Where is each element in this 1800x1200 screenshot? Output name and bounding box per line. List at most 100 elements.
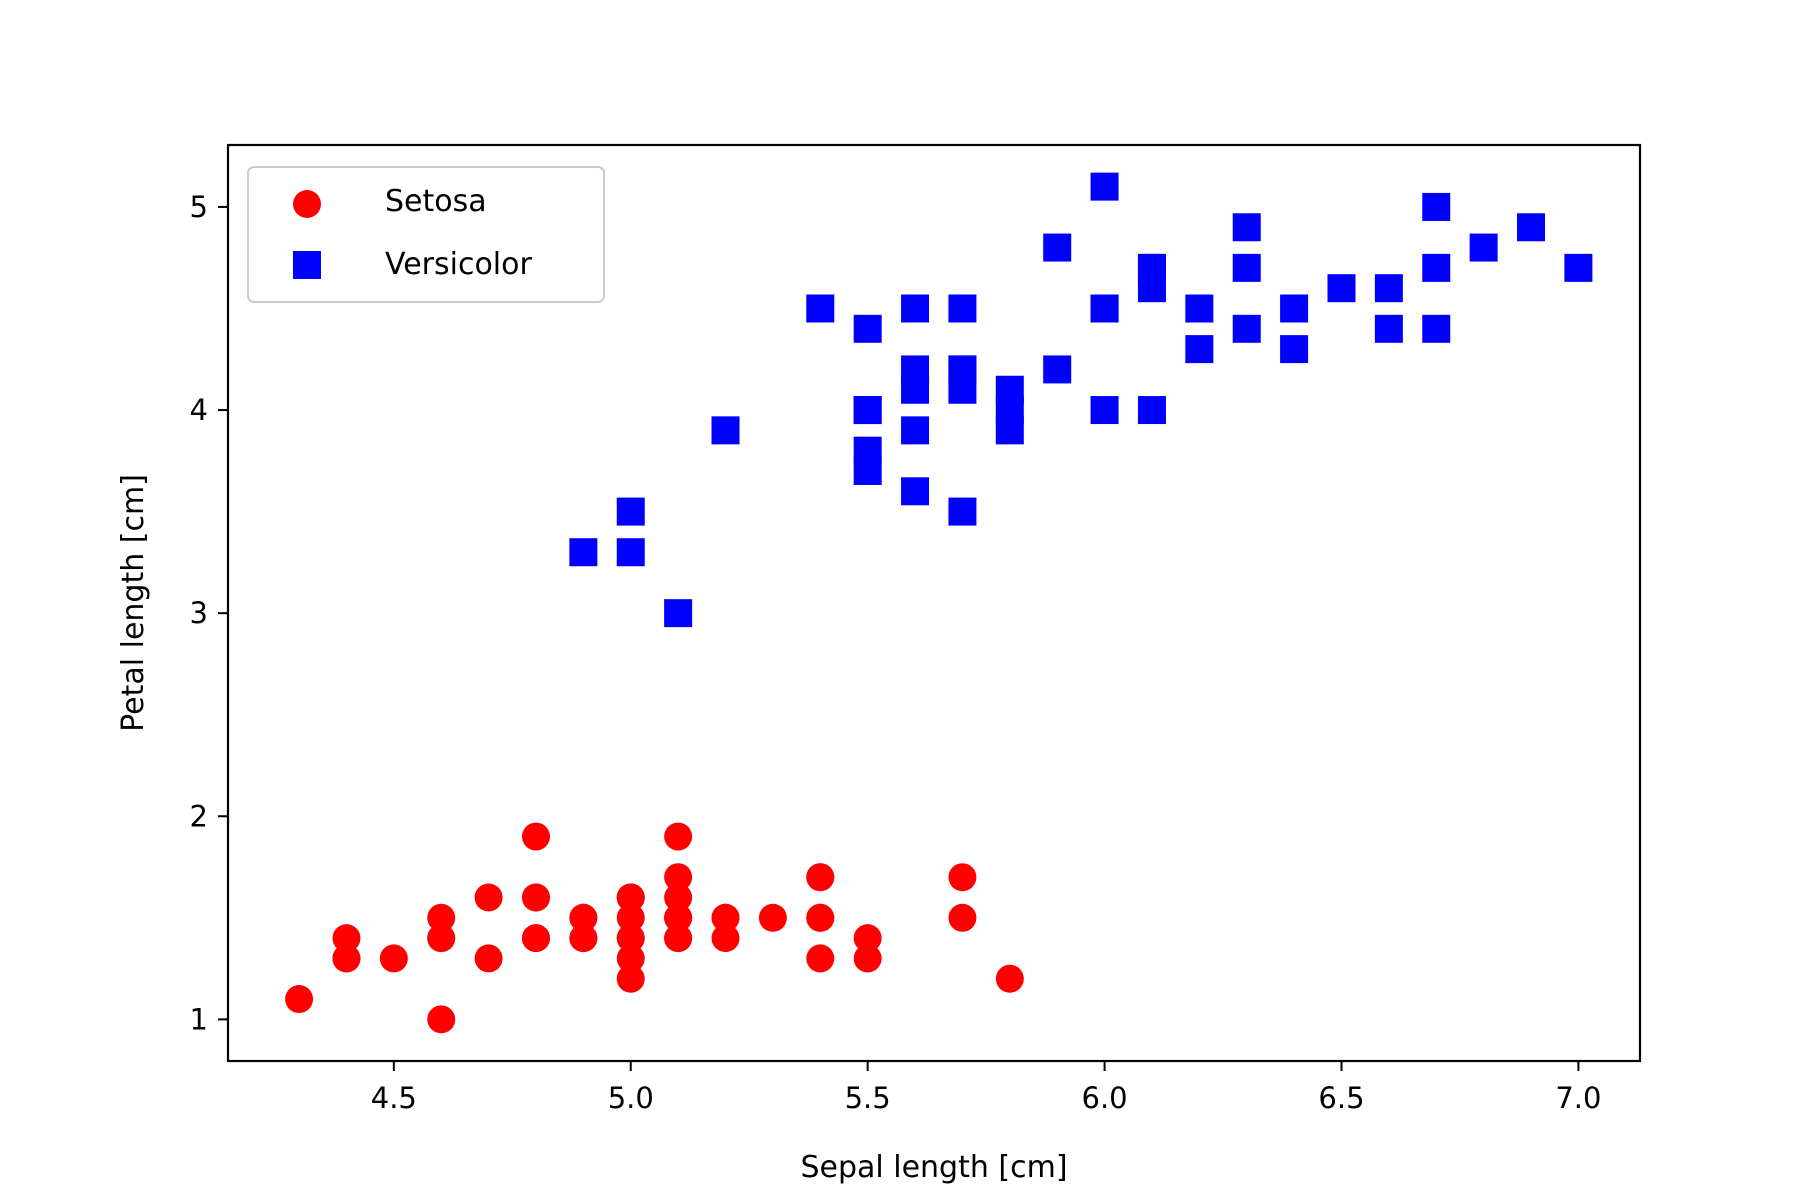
point-setosa-20 bbox=[806, 863, 835, 892]
point-setosa-22 bbox=[427, 1005, 456, 1034]
point-setosa-49 bbox=[616, 924, 645, 953]
point-versicolor-41 bbox=[1137, 274, 1166, 303]
point-versicolor-21 bbox=[1137, 396, 1166, 425]
point-versicolor-49 bbox=[948, 375, 977, 404]
point-setosa-30 bbox=[521, 883, 550, 912]
legend-frame bbox=[247, 166, 605, 303]
point-setosa-42 bbox=[332, 944, 361, 973]
point-setosa-28 bbox=[711, 924, 740, 953]
point-versicolor-11 bbox=[1043, 355, 1072, 384]
point-setosa-7 bbox=[616, 903, 645, 932]
point-versicolor-5 bbox=[948, 294, 977, 323]
point-versicolor-40 bbox=[853, 314, 882, 343]
point-setosa-18 bbox=[948, 863, 977, 892]
point-setosa-32 bbox=[711, 903, 740, 932]
point-versicolor-20 bbox=[1043, 233, 1072, 262]
point-setosa-14 bbox=[995, 964, 1024, 993]
point-setosa-47 bbox=[427, 924, 456, 953]
x-axis-ticks: 4.5 5.0 5.5 6.0 6.5 7.0 bbox=[371, 1061, 1601, 1115]
point-setosa-34 bbox=[569, 903, 598, 932]
point-versicolor-36 bbox=[1422, 253, 1451, 282]
point-versicolor-39 bbox=[853, 396, 882, 425]
point-setosa-33 bbox=[853, 924, 882, 953]
point-versicolor-1 bbox=[1280, 294, 1309, 323]
y-tick-label: 5 bbox=[190, 190, 208, 224]
point-setosa-36 bbox=[853, 944, 882, 973]
point-versicolor-43 bbox=[616, 538, 645, 567]
point-setosa-23 bbox=[664, 863, 693, 892]
x-tick-label: 7.0 bbox=[1555, 1081, 1601, 1115]
point-setosa-37 bbox=[569, 924, 598, 953]
legend: Setosa Versicolor bbox=[247, 166, 605, 303]
legend-marker-setosa bbox=[293, 190, 321, 218]
point-versicolor-26 bbox=[1469, 233, 1498, 262]
point-versicolor-18 bbox=[1185, 294, 1214, 323]
axes-frame bbox=[226, 143, 1642, 1063]
x-axis-label: Sepal length [cm] bbox=[800, 1150, 1067, 1185]
markers-layer bbox=[285, 172, 1593, 1034]
point-setosa-16 bbox=[806, 944, 835, 973]
point-versicolor-16 bbox=[901, 294, 930, 323]
point-versicolor-31 bbox=[853, 456, 882, 485]
point-versicolor-29 bbox=[948, 497, 977, 526]
x-tick-label: 6.5 bbox=[1318, 1081, 1364, 1115]
y-tick-label: 2 bbox=[190, 799, 208, 833]
point-versicolor-44 bbox=[901, 355, 930, 384]
point-versicolor-48 bbox=[664, 599, 693, 628]
x-tick-label: 4.5 bbox=[371, 1081, 417, 1115]
y-tick-label: 3 bbox=[190, 596, 208, 630]
point-setosa-29 bbox=[474, 883, 503, 912]
point-versicolor-35 bbox=[1090, 294, 1119, 323]
point-setosa-15 bbox=[948, 903, 977, 932]
point-setosa-3 bbox=[427, 903, 456, 932]
point-versicolor-42 bbox=[995, 396, 1024, 425]
x-tick-label: 6.0 bbox=[1082, 1081, 1128, 1115]
point-setosa-45 bbox=[521, 924, 550, 953]
point-versicolor-47 bbox=[1185, 335, 1214, 364]
legend-label-versicolor: Versicolor bbox=[385, 247, 532, 282]
point-versicolor-2 bbox=[1517, 213, 1546, 242]
point-versicolor-19 bbox=[901, 416, 930, 445]
point-setosa-2 bbox=[474, 944, 503, 973]
point-setosa-41 bbox=[379, 944, 408, 973]
point-setosa-46 bbox=[664, 883, 693, 912]
point-versicolor-27 bbox=[1422, 192, 1451, 221]
point-versicolor-8 bbox=[1374, 274, 1403, 303]
point-versicolor-24 bbox=[1280, 335, 1309, 364]
point-versicolor-15 bbox=[1422, 314, 1451, 343]
y-tick-label: 1 bbox=[190, 1002, 208, 1036]
y-tick-label: 4 bbox=[190, 393, 208, 427]
point-setosa-40 bbox=[616, 944, 645, 973]
point-setosa-35 bbox=[616, 964, 645, 993]
point-setosa-43 bbox=[616, 883, 645, 912]
point-versicolor-0 bbox=[1564, 253, 1593, 282]
point-versicolor-12 bbox=[1090, 396, 1119, 425]
y-axis-ticks: 1 2 3 4 5 bbox=[190, 190, 228, 1036]
point-versicolor-4 bbox=[1327, 274, 1356, 303]
point-versicolor-10 bbox=[616, 497, 645, 526]
point-setosa-24 bbox=[521, 822, 550, 851]
legend-label-setosa: Setosa bbox=[385, 184, 487, 219]
legend-marker-versicolor bbox=[293, 251, 321, 279]
x-tick-label: 5.5 bbox=[845, 1081, 891, 1115]
point-setosa-48 bbox=[758, 903, 787, 932]
point-setosa-31 bbox=[806, 903, 835, 932]
point-setosa-44 bbox=[664, 822, 693, 851]
point-setosa-13 bbox=[285, 985, 314, 1014]
point-setosa-8 bbox=[332, 924, 361, 953]
x-tick-label: 5.0 bbox=[608, 1081, 654, 1115]
point-setosa-39 bbox=[664, 903, 693, 932]
y-axis-label: Petal length [cm] bbox=[116, 474, 151, 732]
point-versicolor-7 bbox=[569, 538, 598, 567]
point-versicolor-6 bbox=[1232, 253, 1261, 282]
point-versicolor-14 bbox=[901, 477, 930, 506]
point-setosa-17 bbox=[664, 924, 693, 953]
point-versicolor-22 bbox=[1232, 213, 1261, 242]
point-versicolor-37 bbox=[1232, 314, 1261, 343]
point-versicolor-25 bbox=[1374, 314, 1403, 343]
point-versicolor-33 bbox=[1090, 172, 1119, 201]
point-versicolor-34 bbox=[806, 294, 835, 323]
point-versicolor-9 bbox=[711, 416, 740, 445]
